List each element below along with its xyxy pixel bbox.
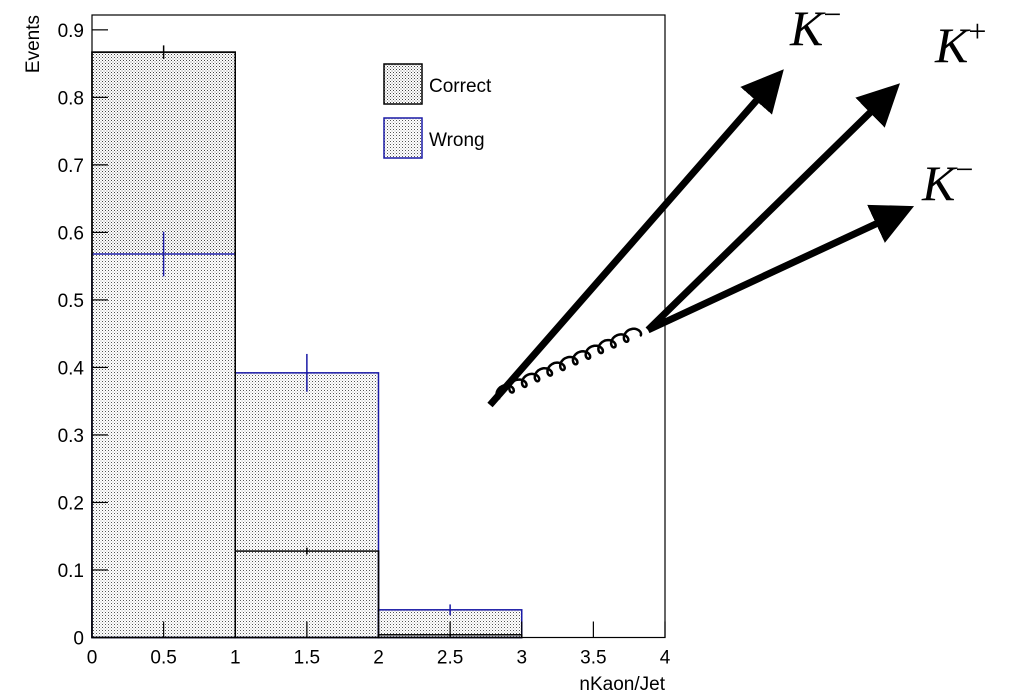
y-tick-label: 0.1	[58, 561, 84, 582]
y-tick-label: 0.6	[58, 223, 84, 244]
arrow	[487, 69, 784, 408]
y-tick-label: 0.4	[58, 358, 85, 379]
y-axis-label: Events	[23, 15, 44, 73]
particle-symbol: K	[921, 155, 958, 211]
arrow	[645, 83, 901, 333]
y-tick-label: 0.7	[58, 156, 84, 177]
particle-symbol: K	[934, 17, 971, 73]
x-tick-label: 3.5	[580, 648, 606, 669]
x-tick-label: 3	[516, 648, 527, 669]
particle-charge: +	[968, 13, 986, 49]
y-tick-label: 0.5	[58, 291, 84, 312]
particle-charge: −	[955, 151, 973, 187]
diagram	[487, 69, 915, 408]
y-tick-label: 0.8	[58, 88, 84, 109]
x-tick-label: 2	[373, 648, 384, 669]
x-tick-label: 4	[660, 648, 671, 669]
x-tick-label: 2.5	[437, 648, 463, 669]
arrow	[646, 204, 915, 334]
x-tick-label: 1	[230, 648, 241, 669]
legend-swatch	[383, 117, 423, 159]
y-tick-label: 0.2	[58, 493, 84, 514]
legend-swatch	[383, 63, 423, 105]
particle-label: K+	[934, 13, 986, 73]
x-axis-label: nKaon/Jet	[579, 674, 665, 695]
x-tick-label: 0	[87, 648, 98, 669]
gluon	[495, 327, 643, 400]
x-tick-label: 1.5	[294, 648, 320, 669]
particle-label: K−	[921, 151, 973, 211]
legend-label: Wrong	[429, 130, 485, 151]
bar	[91, 253, 236, 639]
bar	[234, 372, 380, 639]
y-tick-label: 0	[73, 629, 84, 650]
particle-charge: −	[823, 0, 841, 32]
legend-label: Correct	[429, 76, 492, 97]
x-tick-label: 0.5	[150, 648, 176, 669]
particle-label: K−	[789, 0, 841, 56]
y-tick-label: 0.3	[58, 426, 84, 447]
particle-symbol: K	[789, 0, 826, 56]
y-tick-label: 0.9	[58, 21, 84, 42]
